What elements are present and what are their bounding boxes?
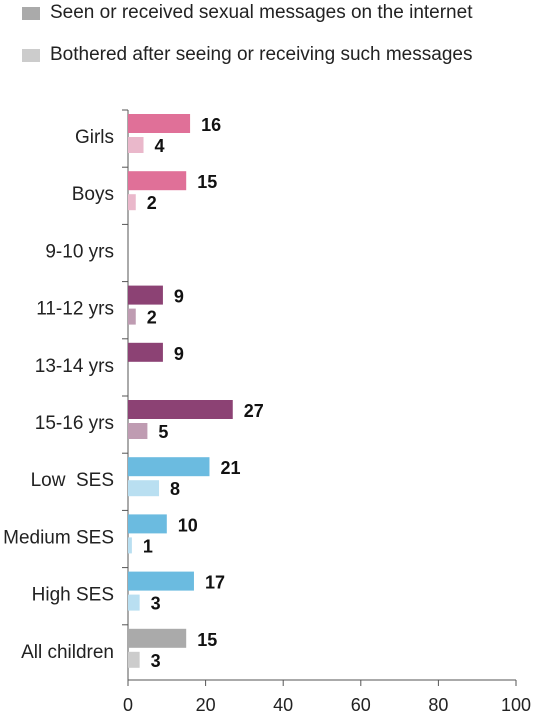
bar-seen bbox=[128, 514, 167, 534]
bar-bothered bbox=[128, 594, 140, 611]
data-label-seen: 21 bbox=[220, 458, 240, 478]
bar-bothered bbox=[128, 480, 160, 497]
x-tick-label: 20 bbox=[196, 695, 216, 715]
data-label-seen: 15 bbox=[197, 630, 217, 650]
legend-label-bothered: Bothered after seeing or receiving such … bbox=[50, 44, 473, 65]
bar-seen bbox=[128, 285, 163, 305]
x-tick-label: 80 bbox=[428, 695, 448, 715]
category-label: All children bbox=[21, 642, 114, 663]
bar-seen bbox=[128, 114, 191, 133]
bar-bothered bbox=[128, 423, 148, 439]
data-label-bothered: 4 bbox=[155, 136, 165, 156]
data-label-bothered: 1 bbox=[143, 536, 153, 556]
category-label: Medium SES bbox=[3, 527, 114, 548]
bar-seen bbox=[128, 628, 187, 648]
legend-label-seen: Seen or received sexual messages on the … bbox=[50, 2, 473, 23]
data-label-seen: 27 bbox=[244, 401, 264, 421]
data-label-seen: 15 bbox=[197, 172, 217, 192]
data-label-bothered: 2 bbox=[147, 308, 157, 328]
category-label: 9-10 yrs bbox=[45, 241, 114, 262]
category-label: Boys bbox=[72, 184, 114, 205]
category-label: 13-14 yrs bbox=[35, 356, 114, 377]
bar-seen bbox=[128, 457, 210, 477]
data-label-bothered: 3 bbox=[151, 651, 161, 671]
bar-bothered bbox=[128, 194, 136, 211]
bar-bothered bbox=[128, 537, 132, 554]
data-label-bothered: 3 bbox=[151, 594, 161, 614]
x-tick-label: 40 bbox=[273, 695, 293, 715]
legend-swatch-bothered bbox=[22, 48, 40, 62]
legend-item-seen: Seen or received sexual messages on the … bbox=[22, 2, 472, 24]
category-label: 15-16 yrs bbox=[35, 413, 114, 434]
data-label-seen: 9 bbox=[174, 287, 184, 307]
legend-swatch-seen bbox=[22, 6, 40, 20]
category-label: High SES bbox=[32, 585, 114, 606]
bar-bothered bbox=[128, 308, 136, 325]
x-tick-label: 100 bbox=[501, 695, 531, 715]
data-label-seen: 10 bbox=[178, 515, 198, 535]
x-tick-label: 0 bbox=[123, 695, 133, 715]
bar-bothered bbox=[128, 137, 144, 153]
data-label-bothered: 2 bbox=[147, 193, 157, 213]
bar-bothered bbox=[128, 651, 140, 668]
data-label-seen: 17 bbox=[205, 573, 225, 593]
legend-item-bothered: Bothered after seeing or receiving such … bbox=[22, 44, 472, 66]
bar-seen bbox=[128, 571, 194, 591]
data-label-bothered: 5 bbox=[158, 422, 168, 442]
bar-seen bbox=[128, 342, 163, 362]
category-label: Girls bbox=[75, 127, 114, 148]
bar-seen bbox=[128, 400, 233, 419]
category-label: Low SES bbox=[31, 470, 114, 491]
x-tick-label: 60 bbox=[351, 695, 371, 715]
data-label-seen: 9 bbox=[174, 344, 184, 364]
category-label: 11-12 yrs bbox=[36, 299, 114, 320]
data-label-bothered: 8 bbox=[170, 479, 180, 499]
data-label-seen: 16 bbox=[201, 115, 221, 135]
bar-seen bbox=[128, 171, 187, 191]
